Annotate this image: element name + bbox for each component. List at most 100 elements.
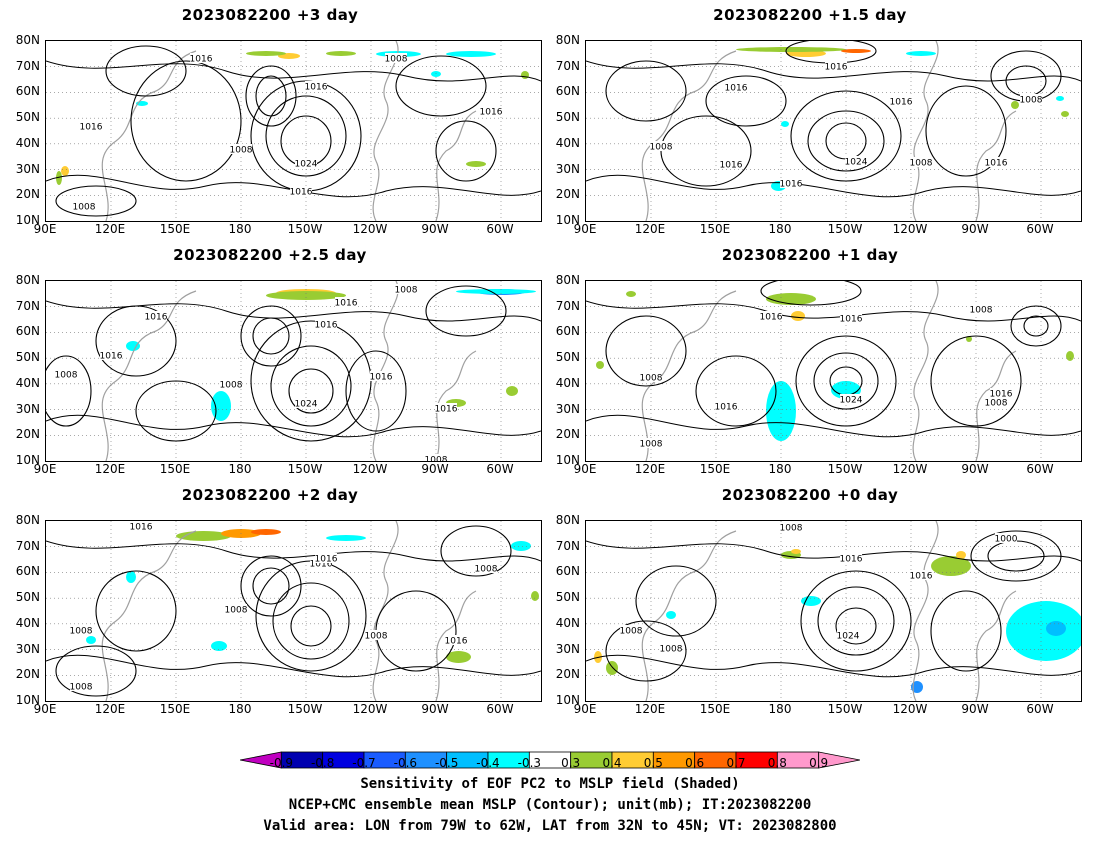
- sensitivity-shade: [956, 551, 966, 559]
- contour-label-bg: [395, 284, 417, 294]
- sensitivity-shade: [251, 529, 281, 535]
- colorbar-tick-label: -0.8: [310, 756, 335, 770]
- lon-tick-label: 60W: [486, 702, 514, 716]
- lon-tick-label: 180: [768, 222, 792, 236]
- colorbar-tick-label: 0.8: [767, 756, 787, 770]
- contour-label-bg: [837, 630, 859, 640]
- map-svg: 1016 1008 1016 1016 1016 1008 1024 1016 1008: [46, 41, 541, 221]
- lat-tick-label: 20N: [555, 667, 580, 682]
- contour-label: 1000: [995, 535, 1018, 545]
- contour-label-bg: [475, 563, 497, 573]
- sensitivity-shade: [1066, 351, 1074, 361]
- lat-tick-label: 70N: [555, 298, 580, 313]
- sensitivity-shade: [1011, 101, 1019, 109]
- contour-label: 1008: [640, 440, 663, 450]
- contour-label-bg: [970, 304, 992, 314]
- contour-label-bg: [640, 438, 662, 448]
- sensitivity-shade: [606, 661, 618, 675]
- mslp-contour: [245, 65, 297, 127]
- lat-tick-label: 80N: [15, 33, 40, 47]
- map-area: 1016 1016 1016 1008 1008 1008 1016 1008 1008: [45, 520, 542, 702]
- lon-tick-label: 60W: [1026, 702, 1054, 716]
- panel-1: 2023082200 +1.5 day 1016 1016 1016 1008 1008…: [540, 0, 1082, 236]
- contour-label-bg: [910, 157, 932, 167]
- sensitivity-shade: [446, 651, 471, 663]
- sensitivity-shade: [966, 336, 972, 342]
- mslp-contour: [695, 355, 777, 427]
- mslp-contour: [105, 45, 187, 97]
- contour-label: 1016: [760, 313, 783, 323]
- lat-tick-label: 80N: [555, 273, 580, 287]
- mslp-contour: [586, 60, 1081, 82]
- panel-title: 2023082200 +3 day: [181, 6, 359, 24]
- contour-label-bg: [230, 144, 252, 154]
- contour-label: 1016: [100, 352, 123, 362]
- lat-tick-label: 70N: [555, 58, 580, 73]
- map-area: 1016 1008 1016 1016 1016 1008 1024 1016 1008: [45, 40, 542, 222]
- sensitivity-shade: [326, 535, 366, 541]
- lat-tick-label: 40N: [555, 135, 580, 150]
- contour-label-bg: [910, 570, 932, 580]
- lon-tick-label: 150E: [159, 462, 191, 476]
- colorbar-tick-label: 0.9: [809, 756, 829, 770]
- lon-tick-label: 90E: [33, 462, 57, 476]
- mslp-contour: [290, 605, 332, 647]
- mslp-contour: [807, 110, 885, 172]
- mslp-contour: [272, 582, 350, 660]
- panel-0: 2023082200 +3 day 1016 1008 1016 1016 1016 10…: [0, 0, 542, 236]
- contour-label: 1008: [230, 146, 253, 156]
- colorbar: [240, 751, 860, 769]
- contour-label-bg: [720, 159, 742, 169]
- lon-tick-label: 90W: [421, 462, 449, 476]
- panel-2: 2023082200 +2.5 day 1008 1016 1016 1016 1016…: [0, 240, 542, 476]
- mslp-contour: [55, 645, 137, 697]
- sensitivity-shade: [211, 391, 231, 421]
- contour-label-bg: [55, 369, 77, 379]
- contour-label-bg: [640, 372, 662, 382]
- contour-label-bg: [990, 388, 1012, 398]
- lat-tick-label: 60N: [15, 324, 40, 339]
- colorbar-tick-label: -0.5: [434, 756, 459, 770]
- mslp-contour: [252, 567, 290, 605]
- coastline: [101, 521, 477, 701]
- mslp-contour: [288, 368, 334, 414]
- lat-tick-label: 20N: [15, 667, 40, 682]
- contour-label-bg: [290, 186, 312, 196]
- contour-label-bg: [190, 53, 212, 63]
- mslp-contour: [605, 315, 687, 387]
- lat-tick-label: 10N: [15, 453, 40, 467]
- contour-label: 1008: [365, 632, 388, 642]
- lon-tick-label: 180: [768, 462, 792, 476]
- contour-label-bg: [650, 141, 672, 151]
- contour-label-bg: [445, 635, 467, 645]
- contour-label: 1024: [845, 158, 868, 168]
- contour-label-bg: [370, 371, 392, 381]
- contour-label: 1016: [290, 188, 313, 198]
- mslp-contour: [440, 525, 512, 577]
- contour-label-bg: [725, 82, 747, 92]
- lon-tick-label: 120E: [634, 222, 666, 236]
- contour-label: 1016: [480, 108, 503, 118]
- lon-tick-label: 150W: [287, 222, 323, 236]
- mslp-contour: [1005, 65, 1047, 97]
- sensitivity-shade: [791, 549, 801, 554]
- mslp-contour: [705, 75, 787, 127]
- contour-label-bg: [845, 156, 867, 166]
- panel-3: 2023082200 +1 day 1016 1016 1008 1008 1016 10…: [540, 240, 1082, 476]
- lat-tick-label: 70N: [15, 58, 40, 73]
- sensitivity-shade: [246, 51, 286, 56]
- lon-tick-label: 150E: [159, 702, 191, 716]
- map-area: 1008 1000 1016 1016 1008 1008 1024: [585, 520, 1082, 702]
- mslp-contour: [800, 570, 912, 672]
- contour-label: 1016: [715, 403, 738, 413]
- lon-tick-label: 120W: [352, 702, 388, 716]
- contour-label: 1008: [225, 606, 248, 616]
- lat-tick-label: 60N: [15, 84, 40, 99]
- lat-tick-label: 40N: [15, 615, 40, 630]
- lon-tick-label: 90W: [421, 222, 449, 236]
- contour-label: 1016: [990, 390, 1013, 400]
- contour-label-bg: [715, 401, 737, 411]
- lon-tick-label: 60W: [1026, 222, 1054, 236]
